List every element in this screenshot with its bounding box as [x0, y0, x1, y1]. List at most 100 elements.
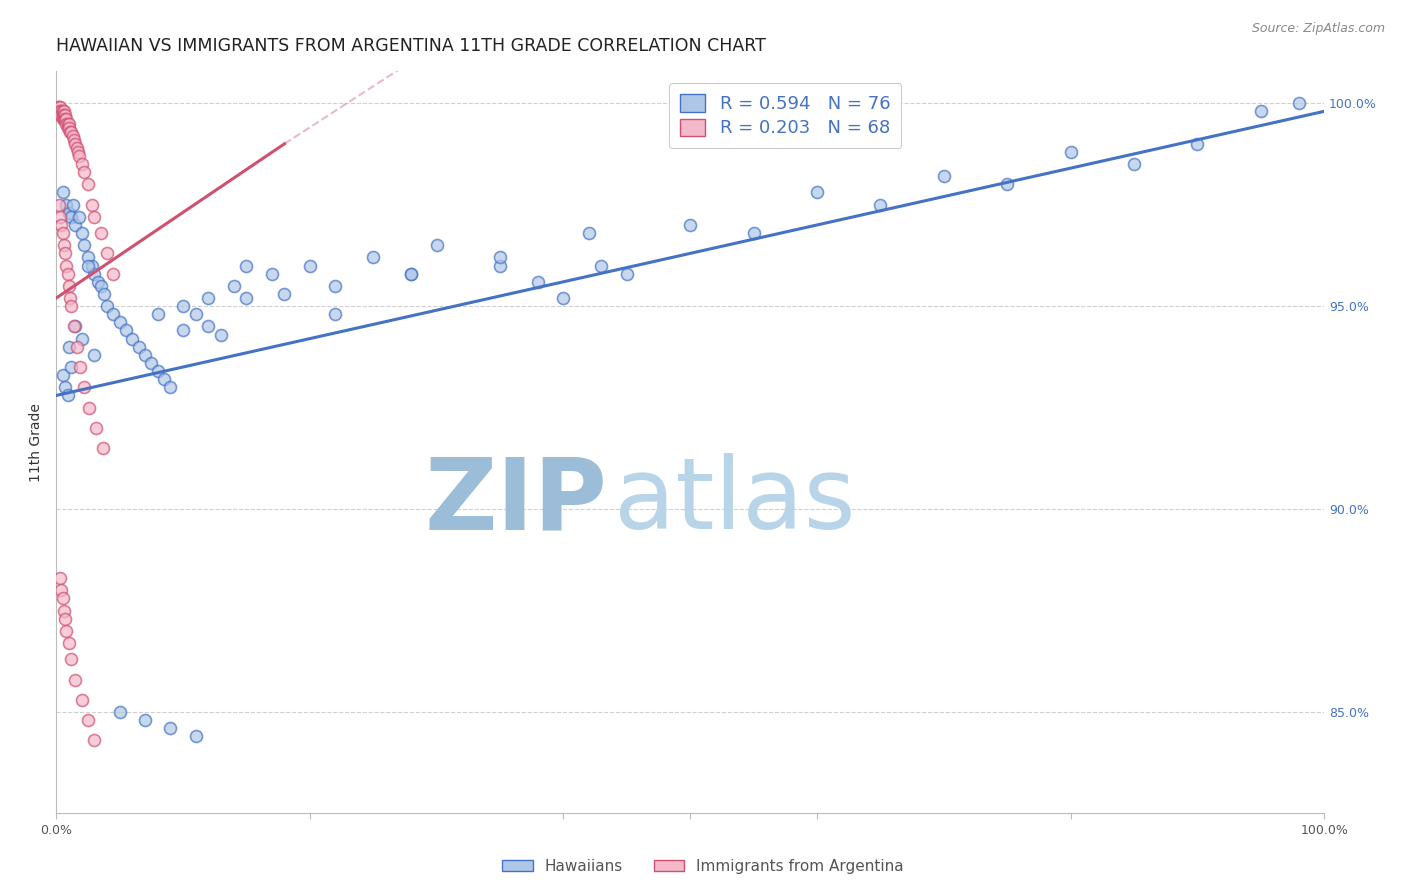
- Point: [83, 210, 105, 224]
- Legend: R = 0.594   N = 76, R = 0.203   N = 68: R = 0.594 N = 76, R = 0.203 N = 68: [669, 84, 901, 148]
- Text: Source: ZipAtlas.com: Source: ZipAtlas.com: [1251, 22, 1385, 36]
- Point: [83, 267, 105, 281]
- Point: [1250, 104, 1272, 119]
- Point: [96, 246, 118, 260]
- Point: [55, 624, 77, 638]
- Point: [56, 267, 79, 281]
- Point: [65, 319, 87, 334]
- Point: [58, 116, 80, 130]
- Point: [73, 165, 96, 179]
- Text: HAWAIIAN VS IMMIGRANTS FROM ARGENTINA 11TH GRADE CORRELATION CHART: HAWAIIAN VS IMMIGRANTS FROM ARGENTINA 11…: [56, 37, 766, 55]
- Point: [62, 128, 84, 143]
- Point: [103, 307, 125, 321]
- Point: [55, 112, 77, 127]
- Point: [52, 591, 75, 606]
- Point: [141, 356, 163, 370]
- Point: [60, 652, 83, 666]
- Legend: Hawaiians, Immigrants from Argentina: Hawaiians, Immigrants from Argentina: [496, 853, 910, 880]
- Point: [48, 100, 70, 114]
- Point: [90, 278, 112, 293]
- Point: [172, 299, 194, 313]
- Point: [172, 324, 194, 338]
- Point: [73, 238, 96, 252]
- Point: [90, 226, 112, 240]
- Point: [59, 125, 82, 139]
- Point: [146, 364, 169, 378]
- Point: [53, 380, 76, 394]
- Point: [58, 278, 80, 293]
- Point: [679, 218, 702, 232]
- Point: [1288, 96, 1310, 111]
- Point: [56, 388, 79, 402]
- Point: [128, 340, 150, 354]
- Point: [66, 145, 89, 159]
- Point: [70, 332, 93, 346]
- Point: [67, 149, 90, 163]
- Y-axis label: 11th Grade: 11th Grade: [30, 402, 44, 482]
- Point: [108, 315, 131, 329]
- Point: [55, 259, 77, 273]
- Point: [52, 238, 75, 252]
- Point: [69, 359, 91, 374]
- Point: [184, 729, 207, 743]
- Point: [103, 267, 125, 281]
- Point: [52, 368, 75, 383]
- Point: [1187, 136, 1209, 151]
- Point: [60, 359, 83, 374]
- Point: [77, 178, 100, 192]
- Point: [323, 307, 346, 321]
- Point: [51, 104, 73, 119]
- Point: [60, 299, 83, 313]
- Point: [159, 721, 181, 735]
- Point: [60, 210, 83, 224]
- Point: [52, 603, 75, 617]
- Point: [56, 120, 79, 135]
- Point: [73, 380, 96, 394]
- Point: [51, 218, 73, 232]
- Point: [401, 267, 423, 281]
- Point: [184, 307, 207, 321]
- Point: [995, 178, 1018, 192]
- Point: [578, 226, 600, 240]
- Point: [58, 340, 80, 354]
- Point: [235, 259, 257, 273]
- Point: [52, 186, 75, 200]
- Point: [260, 267, 283, 281]
- Point: [51, 108, 73, 122]
- Point: [53, 108, 76, 122]
- Text: ZIP: ZIP: [425, 453, 607, 550]
- Point: [83, 348, 105, 362]
- Point: [48, 197, 70, 211]
- Point: [52, 112, 75, 127]
- Point: [84, 421, 107, 435]
- Point: [209, 327, 232, 342]
- Point: [222, 278, 245, 293]
- Point: [70, 226, 93, 240]
- Point: [235, 291, 257, 305]
- Point: [361, 251, 384, 265]
- Point: [58, 206, 80, 220]
- Point: [52, 226, 75, 240]
- Point: [52, 108, 75, 122]
- Point: [591, 259, 613, 273]
- Point: [52, 104, 75, 119]
- Point: [53, 112, 76, 127]
- Point: [65, 136, 87, 151]
- Point: [146, 307, 169, 321]
- Point: [77, 401, 100, 415]
- Point: [742, 226, 765, 240]
- Point: [48, 104, 70, 119]
- Point: [65, 340, 87, 354]
- Point: [56, 116, 79, 130]
- Point: [62, 197, 84, 211]
- Point: [96, 299, 118, 313]
- Point: [932, 169, 955, 184]
- Point: [77, 713, 100, 727]
- Point: [197, 319, 219, 334]
- Point: [426, 238, 449, 252]
- Point: [52, 104, 75, 119]
- Point: [806, 186, 828, 200]
- Point: [87, 275, 110, 289]
- Point: [91, 441, 114, 455]
- Point: [401, 267, 423, 281]
